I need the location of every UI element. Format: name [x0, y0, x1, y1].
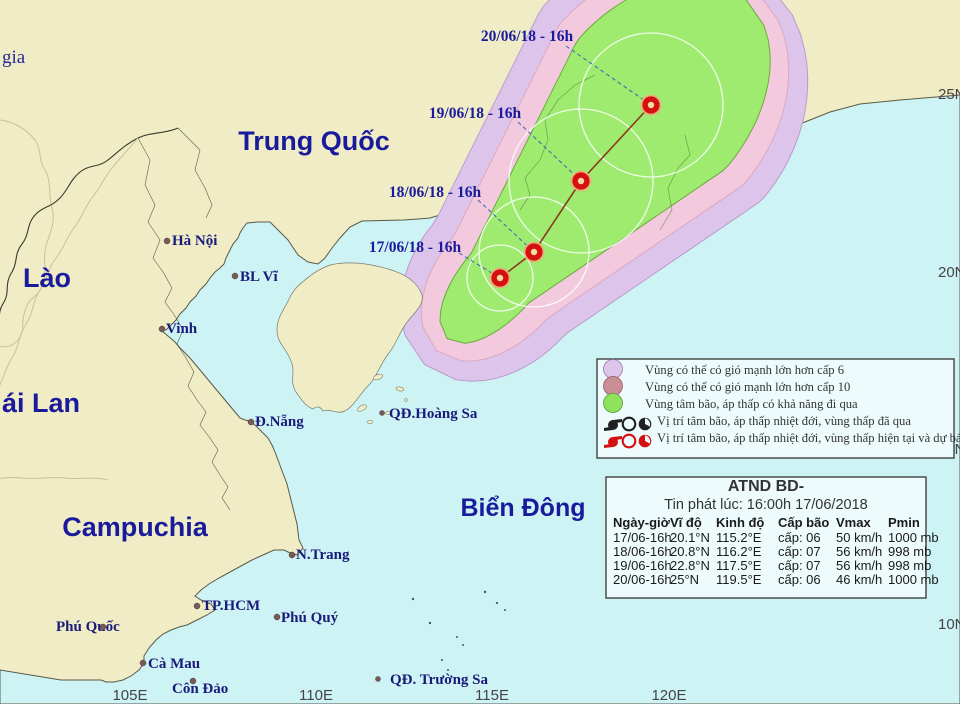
- svg-text:gia: gia: [2, 47, 26, 68]
- svg-text:117.5°E: 117.5°E: [716, 558, 762, 573]
- svg-text:QĐ.Hoàng Sa: QĐ.Hoàng Sa: [389, 406, 478, 422]
- svg-text:ái Lan: ái Lan: [2, 388, 80, 418]
- svg-text:998 mb: 998 mb: [888, 544, 931, 559]
- svg-text:56 km/h: 56 km/h: [836, 558, 882, 573]
- svg-text:19/06-16h: 19/06-16h: [613, 558, 672, 573]
- svg-text:Côn Đảo: Côn Đảo: [172, 681, 228, 697]
- svg-text:Vùng tâm bão, áp thấp có khả n: Vùng tâm bão, áp thấp có khả năng đi qua: [645, 397, 858, 411]
- svg-text:115E: 115E: [475, 687, 509, 704]
- svg-text:105E: 105E: [112, 687, 147, 704]
- svg-text:20/06-16h: 20/06-16h: [613, 572, 672, 587]
- svg-text:Vị trí tâm bão, áp thấp nhiệt: Vị trí tâm bão, áp thấp nhiệt đới, vùng …: [657, 414, 911, 428]
- svg-text:19/06/18 - 16h: 19/06/18 - 16h: [429, 105, 522, 122]
- svg-text:cấp: 07: cấp: 07: [778, 558, 821, 573]
- svg-text:Cấp bão: Cấp bão: [778, 515, 829, 530]
- svg-text:116.2°E: 116.2°E: [716, 544, 762, 559]
- svg-text:20.1°N: 20.1°N: [670, 530, 710, 545]
- svg-text:120E: 120E: [651, 687, 686, 704]
- svg-text:115.2°E: 115.2°E: [716, 530, 762, 545]
- svg-text:25N: 25N: [938, 86, 960, 103]
- svg-text:Ngày-giờ: Ngày-giờ: [613, 515, 671, 530]
- svg-text:Campuchia: Campuchia: [62, 512, 209, 542]
- svg-text:25°N: 25°N: [670, 572, 699, 587]
- svg-text:Vùng có thể có gió mạnh lớn hơ: Vùng có thể có gió mạnh lớn hơn cấp 10: [645, 380, 850, 394]
- svg-text:Trung Quốc: Trung Quốc: [238, 126, 390, 156]
- svg-text:cấp: 07: cấp: 07: [778, 544, 821, 559]
- svg-text:Vùng có thể có gió mạnh lớn hơ: Vùng có thể có gió mạnh lớn hơn cấp 6: [645, 363, 844, 377]
- svg-text:998 mb: 998 mb: [888, 558, 931, 573]
- svg-text:Vị trí tâm bão, áp thấp nhiệt: Vị trí tâm bão, áp thấp nhiệt đới, vùng …: [657, 431, 960, 445]
- svg-text:17/06/18 - 16h: 17/06/18 - 16h: [369, 239, 462, 256]
- svg-text:Pmin: Pmin: [888, 515, 920, 530]
- svg-text:Vinh: Vinh: [166, 321, 198, 337]
- svg-text:1000 mb: 1000 mb: [888, 530, 939, 545]
- svg-text:46 km/h: 46 km/h: [836, 572, 882, 587]
- svg-text:BL Vĩ: BL Vĩ: [240, 269, 278, 285]
- svg-text:ATND BD-: ATND BD-: [728, 478, 804, 495]
- svg-text:22.8°N: 22.8°N: [670, 558, 710, 573]
- svg-text:Cà Mau: Cà Mau: [148, 656, 200, 672]
- svg-text:Đ.Nẵng: Đ.Nẵng: [255, 414, 304, 430]
- svg-text:Kinh độ: Kinh độ: [716, 515, 764, 530]
- svg-text:cấp: 06: cấp: 06: [778, 530, 821, 545]
- svg-text:Hà Nội: Hà Nội: [172, 233, 217, 249]
- svg-text:110E: 110E: [299, 687, 333, 704]
- svg-text:50 km/h: 50 km/h: [836, 530, 882, 545]
- svg-text:Vĩ độ: Vĩ độ: [670, 515, 702, 530]
- svg-text:Phú Quốc: Phú Quốc: [56, 619, 120, 635]
- svg-text:1000 mb: 1000 mb: [888, 572, 939, 587]
- svg-text:119.5°E: 119.5°E: [716, 572, 762, 587]
- svg-text:Vmax: Vmax: [836, 515, 871, 530]
- svg-text:TP.HCM: TP.HCM: [202, 598, 260, 614]
- svg-text:56 km/h: 56 km/h: [836, 544, 882, 559]
- svg-text:18/06-16h: 18/06-16h: [613, 544, 672, 559]
- svg-text:20.8°N: 20.8°N: [670, 544, 710, 559]
- svg-text:10N: 10N: [938, 616, 960, 633]
- svg-text:17/06-16h: 17/06-16h: [613, 530, 672, 545]
- svg-text:Phú Quý: Phú Quý: [281, 610, 339, 626]
- svg-text:20/06/18 - 16h: 20/06/18 - 16h: [481, 28, 574, 45]
- svg-text:Tin phát lúc: 16:00h 17/06/201: Tin phát lúc: 16:00h 17/06/2018: [664, 497, 867, 513]
- svg-text:cấp: 06: cấp: 06: [778, 572, 821, 587]
- svg-text:QĐ. Trường Sa: QĐ. Trường Sa: [390, 672, 489, 688]
- svg-text:Biển Đông: Biển Đông: [461, 494, 586, 522]
- svg-text:18/06/18 - 16h: 18/06/18 - 16h: [389, 184, 482, 201]
- svg-text:20N: 20N: [938, 264, 960, 281]
- svg-text:N.Trang: N.Trang: [296, 547, 350, 563]
- svg-text:Lào: Lào: [23, 263, 71, 293]
